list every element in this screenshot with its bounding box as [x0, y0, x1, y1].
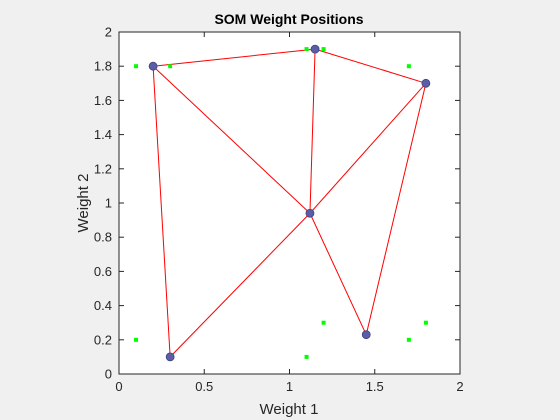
- x-tick-label: 1.5: [366, 379, 384, 394]
- y-tick-label: 0.4: [94, 298, 112, 313]
- x-tick-label: 2: [456, 379, 463, 394]
- y-axis-label: Weight 2: [75, 174, 92, 233]
- chart-title: SOM Weight Positions: [214, 11, 363, 27]
- input-point: [321, 47, 326, 52]
- neuron-point: [148, 61, 158, 71]
- neuron-point: [165, 352, 175, 362]
- neuron-point: [361, 330, 371, 340]
- y-tick-label: 1.8: [94, 59, 112, 74]
- y-tick-label: 0.2: [94, 332, 112, 347]
- inputs-layer: [134, 47, 428, 359]
- y-tick-label: 0: [105, 367, 112, 382]
- y-tick-label: 2: [105, 25, 112, 40]
- x-tick-label: 1: [286, 379, 293, 394]
- input-point: [134, 64, 139, 69]
- neighbor-edge: [309, 82, 427, 214]
- y-axis: 0 0.2 0.4 0.6 0.8 1 1.2 1.4 1.6 1.8 2: [94, 25, 460, 382]
- neuron-point: [305, 208, 315, 218]
- input-point: [134, 337, 139, 342]
- neighbor-edge: [169, 212, 311, 358]
- neighbor-edge: [152, 66, 171, 357]
- y-tick-label: 1.4: [94, 127, 112, 142]
- plot-area: [119, 32, 460, 374]
- neighbor-edge: [314, 48, 427, 84]
- input-point: [304, 354, 309, 359]
- x-axis: 0 0.5 1 1.5 2: [115, 32, 464, 394]
- y-tick-label: 1.2: [94, 161, 112, 176]
- x-tick-label: 0: [115, 379, 122, 394]
- input-point: [168, 64, 173, 69]
- neighbor-edge: [309, 49, 316, 214]
- input-point: [321, 320, 326, 325]
- neuron-point: [310, 44, 320, 54]
- edges-layer: [152, 48, 427, 358]
- neurons-layer: [148, 44, 431, 362]
- input-point: [406, 337, 411, 342]
- x-tick-label: 0.5: [195, 379, 213, 394]
- x-axis-label: Weight 1: [260, 401, 319, 418]
- y-tick-label: 1.6: [94, 93, 112, 108]
- neighbor-edge: [309, 213, 367, 335]
- y-tick-label: 1: [105, 196, 112, 211]
- neuron-point: [421, 78, 431, 88]
- input-point: [304, 47, 309, 52]
- neighbor-edge: [153, 48, 316, 67]
- y-tick-label: 0.6: [94, 264, 112, 279]
- input-point: [406, 64, 411, 69]
- neighbor-edge: [365, 83, 427, 335]
- y-tick-label: 0.8: [94, 230, 112, 245]
- neighbor-edge: [152, 65, 311, 214]
- input-point: [423, 320, 428, 325]
